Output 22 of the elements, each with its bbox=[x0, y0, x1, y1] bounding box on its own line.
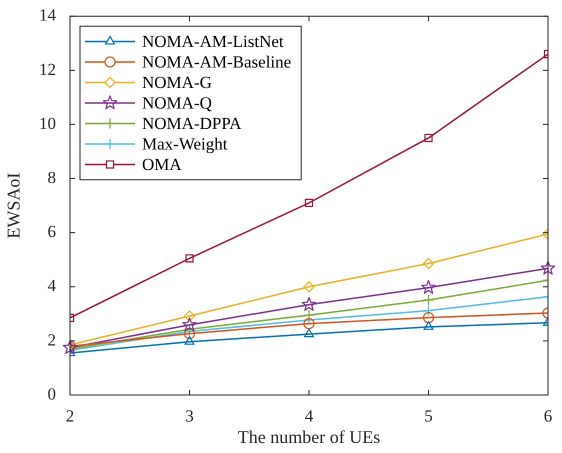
x-tick-label: 6 bbox=[544, 406, 552, 426]
x-tick-label: 5 bbox=[424, 406, 433, 426]
legend-label: NOMA-AM-ListNet bbox=[142, 32, 284, 51]
legend-label: NOMA-DPPA bbox=[142, 114, 242, 133]
x-tick-label: 4 bbox=[304, 406, 314, 426]
legend-label: NOMA-Q bbox=[142, 93, 212, 112]
x-tick-label: 3 bbox=[185, 406, 194, 426]
x-axis-title: The number of UEs bbox=[238, 426, 380, 447]
legend-label: NOMA-AM-Baseline bbox=[142, 52, 292, 72]
y-tick-label: 0 bbox=[48, 384, 56, 404]
legend-label: Max-Weight bbox=[142, 134, 228, 154]
y-tick-label: 8 bbox=[48, 168, 56, 188]
legend-label: NOMA-G bbox=[142, 72, 212, 92]
y-tick-label: 4 bbox=[48, 276, 56, 296]
y-tick-label: 14 bbox=[39, 6, 56, 25]
x-tick-label: 2 bbox=[66, 406, 74, 426]
y-tick-label: 2 bbox=[48, 330, 56, 350]
y-axis-title: EWSAoI bbox=[4, 172, 24, 239]
y-tick-label: 6 bbox=[48, 222, 56, 242]
y-tick-label: 12 bbox=[39, 60, 56, 79]
y-tick-label: 10 bbox=[39, 114, 56, 133]
legend-label: OMA bbox=[142, 154, 182, 174]
